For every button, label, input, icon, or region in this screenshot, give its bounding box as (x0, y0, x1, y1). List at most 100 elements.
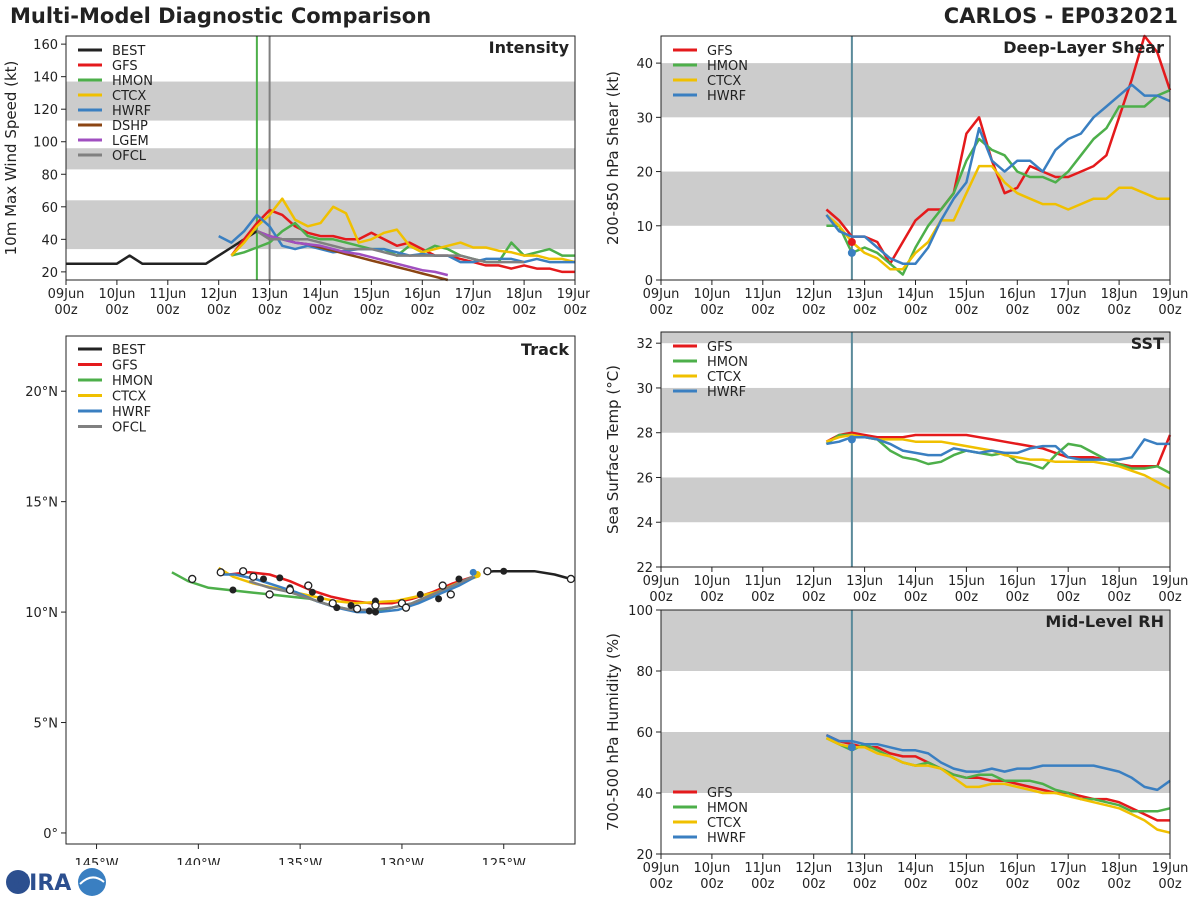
x-tick-label: 00z (955, 303, 979, 318)
legend-label-best: BEST (112, 343, 145, 358)
y-tick-label: 30 (636, 111, 653, 126)
y-tick-label: 60 (41, 201, 58, 216)
legend-label-gfs: GFS (707, 786, 733, 801)
x-tick-label: 00z (1107, 303, 1131, 318)
legend-label-hwrf: HWRF (112, 104, 151, 119)
y-tick-label: 80 (41, 168, 58, 183)
x-tick-label: 140°W (176, 857, 220, 865)
x-tick-label: 12Jun (200, 287, 237, 302)
legend-label-hmon: HMON (707, 355, 748, 370)
track-point-filled (416, 590, 424, 598)
x-tick-label: 00z (462, 303, 486, 318)
y-tick-label: 60 (636, 726, 653, 741)
track-point-filled (500, 567, 508, 575)
legend-label-ctcx: CTCX (707, 74, 741, 89)
x-tick-label: 16Jun (999, 861, 1036, 876)
y-tick-label: 10 (636, 220, 653, 235)
x-tick-label: 15Jun (948, 574, 985, 589)
x-tick-label: 00z (904, 303, 928, 318)
x-tick-label: 11Jun (149, 287, 186, 302)
x-tick-label: 10Jun (693, 861, 730, 876)
series-gfs (825, 431, 1172, 468)
series-hwrf (825, 83, 1171, 265)
x-tick-label: 15Jun (353, 287, 390, 302)
x-tick-label: 145°W (74, 857, 118, 865)
x-tick-label: 16Jun (999, 574, 1036, 589)
x-tick-label: 00z (1107, 877, 1131, 892)
series-gfs (825, 733, 1170, 822)
x-tick-label: 18Jun (1101, 861, 1138, 876)
shaded-band (661, 477, 1170, 523)
y-tick-label: 20°N (25, 385, 58, 400)
x-tick-label: 13Jun (846, 574, 883, 589)
chart-title: Intensity (489, 38, 570, 57)
series-ctcx (230, 197, 576, 264)
x-tick-label: 00z (54, 303, 78, 318)
legend-label-ctcx: CTCX (112, 390, 146, 405)
x-tick-label: 125°W (482, 857, 526, 865)
x-tick-label: 00z (700, 303, 724, 318)
y-tick-label: 160 (33, 38, 58, 53)
x-tick-label: 00z (802, 877, 826, 892)
series-lgem (256, 230, 449, 277)
legend-label-hmon: HMON (707, 59, 748, 74)
x-tick-label: 17Jun (1050, 861, 1087, 876)
shaded-band (66, 81, 575, 121)
x-tick-label: 00z (105, 303, 129, 318)
x-tick-label: 09Jun (48, 287, 85, 302)
y-tick-label: 32 (636, 337, 653, 352)
track-point-filled (371, 608, 379, 616)
plot-frame (65, 335, 576, 845)
y-tick-label: 22 (636, 561, 653, 576)
x-tick-label: 12Jun (795, 287, 832, 302)
x-tick-label: 14Jun (897, 574, 934, 589)
x-tick-label: 19Jun (1152, 574, 1189, 589)
track-point-open (401, 603, 411, 612)
x-tick-label: 19Jun (1152, 287, 1189, 302)
legend-label-ofcl: OFCL (112, 149, 147, 164)
x-tick-label: 00z (1006, 590, 1030, 605)
x-tick-label: 00z (411, 303, 435, 318)
y-tick-label: 40 (41, 233, 58, 248)
x-tick-label: 09Jun (643, 574, 680, 589)
y-tick-label: 20 (41, 266, 58, 281)
track-point-open (304, 581, 313, 590)
legend-label-hwrf: HWRF (707, 89, 746, 104)
chart-title: Mid-Level RH (1045, 612, 1164, 631)
y-tick-label: 24 (636, 516, 653, 531)
y-tick-label: 20 (636, 848, 653, 863)
x-tick-label: 13Jun (846, 287, 883, 302)
track-point-open (216, 568, 225, 577)
satellite-icon (78, 868, 106, 896)
x-tick-label: 00z (1006, 877, 1030, 892)
x-tick-label: 00z (1158, 303, 1182, 318)
legend-label-ctcx: CTCX (707, 816, 741, 831)
x-tick-label: 11Jun (744, 861, 781, 876)
shaded-band (661, 63, 1170, 118)
legend-label-hwrf: HWRF (707, 831, 746, 846)
x-tick-label: 16Jun (404, 287, 441, 302)
x-tick-label: 00z (1057, 590, 1081, 605)
y-tick-label: 30 (636, 382, 653, 397)
track-point-filled (455, 575, 463, 583)
current-marker (847, 435, 856, 444)
x-tick-label: 10Jun (98, 287, 135, 302)
x-tick-label: 130°W (380, 857, 424, 865)
series-ofcl (256, 230, 525, 264)
y-tick-label: 120 (33, 103, 58, 118)
y-tick-label: 100 (33, 136, 58, 151)
current-marker (847, 248, 856, 257)
x-tick-label: 00z (904, 590, 928, 605)
x-tick-label: 00z (563, 303, 587, 318)
y-tick-label: 28 (636, 427, 653, 442)
track-point-open (249, 572, 258, 581)
track-point-open (483, 567, 492, 576)
track-best (483, 569, 572, 581)
legend-label-gfs: GFS (707, 44, 733, 59)
x-tick-label: 00z (512, 303, 536, 318)
shear-chart: 01020304009Jun00z10Jun00z11Jun00z12Jun00… (604, 34, 1189, 318)
track-point-filled (317, 595, 324, 603)
x-tick-label: 00z (1158, 877, 1182, 892)
y-tick-label: 0 (645, 274, 653, 289)
x-tick-label: 00z (751, 590, 775, 605)
